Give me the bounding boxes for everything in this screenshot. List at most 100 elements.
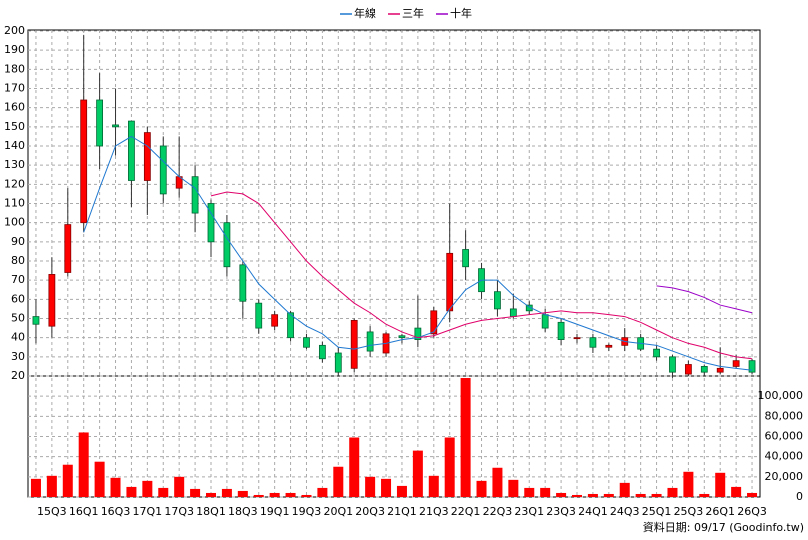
candle-body [48,274,56,327]
candle-body [239,264,247,302]
volume-bar [731,486,742,497]
candle-body [64,224,72,273]
x-tick-label: 22Q1 [451,505,481,518]
x-tick-label: 19Q1 [260,505,290,518]
candle-body [684,364,692,375]
y-tick-label: 150 [4,120,25,133]
plot-frame [27,29,761,498]
volume-bar [174,476,185,497]
x-tick-label: 20Q3 [355,505,385,518]
volume-bar [365,476,376,497]
x-tick-label: 15Q3 [37,505,67,518]
volume-bar [269,492,280,497]
source: 資料日期: 09/17 (Goodinfo.tw) [643,520,804,534]
volume-bar [412,450,423,497]
volume-bar [635,493,646,497]
candle-body [748,360,756,373]
x-tick-label: 26Q1 [705,505,735,518]
volume-bar [190,488,201,497]
volume-bar [206,492,216,497]
candle-body [223,222,231,268]
y2-tick-label: 100,000 [758,389,804,402]
x-tick-label: 20Q1 [323,505,353,518]
volume-bar [317,487,328,497]
candle-body [366,331,374,352]
candle-body [191,176,199,214]
x-tick-label: 18Q1 [196,505,226,518]
legend-label: 十年 [450,6,472,20]
candle-body [573,337,581,340]
y-tick-label: 130 [4,158,25,171]
y-tick-label: 40 [11,331,25,344]
volume-bar [78,432,89,497]
y2-tick-label: 40,000 [765,450,804,463]
candle-body [605,344,613,348]
y-tick-label: 100 [4,216,25,229]
volume-bar [667,487,678,497]
x-tick-label: 17Q3 [164,505,194,518]
volume-bar [333,466,344,497]
volume-bar [524,487,535,497]
volume-bar [30,478,41,497]
y-tick-label: 110 [4,197,25,210]
volume-bar [301,494,312,497]
volume-bar [46,475,57,497]
volume-bar [587,493,598,497]
y-tick-label: 30 [11,350,25,363]
candle-body [669,356,676,373]
candle-body [446,252,454,312]
volume-bar [476,480,487,497]
candle-body [589,337,597,348]
candle-body [430,310,438,335]
x-tick-label: 16Q3 [101,505,131,518]
volume-bar [142,480,153,497]
x-tick-label: 25Q1 [642,505,672,518]
candle-body [350,320,358,369]
candle-body [398,335,406,339]
volume-bar [444,437,455,497]
volume-bar [651,493,662,497]
candle-body [318,344,326,360]
y-tick-label: 50 [11,312,25,325]
y-tick-label: 80 [11,254,25,267]
candle-body [732,360,740,367]
volume-bar [237,490,248,497]
y2-tick-label: 60,000 [765,430,804,443]
x-tick-label: 25Q3 [674,505,704,518]
volume-bar [253,494,264,497]
volume-bar [683,471,694,497]
y-tick-label: 190 [4,43,25,56]
candle-body [287,312,294,339]
candle-body [700,366,708,373]
candle-body [112,124,119,128]
candle-body [334,352,342,373]
x-tick-label: 21Q3 [419,505,449,518]
candle-body [541,314,549,329]
volume-bar [619,482,630,497]
x-tick-label: 16Q1 [69,505,99,518]
x-tick-label: 18Q3 [228,505,258,518]
volume-bar [158,487,169,497]
y-tick-label: 90 [11,235,25,248]
volume-bar [126,486,137,497]
ma-line [656,285,753,314]
x-tick-label: 17Q1 [133,505,163,518]
volume-bar [603,493,614,497]
candle-body [653,348,660,358]
candle-body [509,308,517,317]
candle-body [207,203,215,243]
volume-bar [572,494,582,497]
candle-body [255,302,263,329]
volume-bar [428,475,439,497]
y-tick-label: 60 [11,292,25,305]
y2-tick-label: 80,000 [765,409,804,422]
volume-bar [396,485,407,497]
volume-bar [508,479,519,497]
volume-bar [285,492,296,497]
volume-bar [349,437,360,497]
ma-line [210,191,753,360]
y2-tick-label: 0 [796,490,803,503]
y-tick-label: 120 [4,177,25,190]
candle-body [462,249,470,268]
